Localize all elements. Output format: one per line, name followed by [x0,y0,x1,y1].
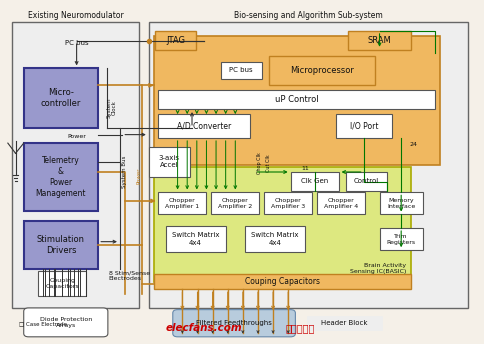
Text: 24: 24 [408,142,416,147]
Text: PC bus: PC bus [65,40,88,46]
Bar [290,172,338,191]
Bar [153,36,439,165]
Bar [345,172,386,191]
Bar [244,226,304,252]
Text: Switch Matrix
4x4: Switch Matrix 4x4 [251,233,298,246]
FancyBboxPatch shape [24,308,107,337]
Bar [264,192,312,214]
Text: 8 Stim/Sense
Electrodes: 8 Stim/Sense Electrodes [108,270,150,281]
Bar [158,192,206,214]
Bar [149,22,468,308]
Bar [220,62,261,78]
Text: A/D Converter: A/D Converter [177,122,231,131]
Bar [348,31,410,50]
Text: Chop Clk: Chop Clk [257,153,261,174]
Bar [24,221,98,269]
Text: Chopper
Amplifier 4: Chopper Amplifier 4 [323,198,358,209]
Text: Chopper
Amplifier 1: Chopper Amplifier 1 [165,198,199,209]
Text: Chopper
Amplifier 2: Chopper Amplifier 2 [218,198,252,209]
Text: Cut Clk: Cut Clk [266,155,271,172]
Bar [158,90,434,109]
Text: uP Control: uP Control [274,95,318,104]
Text: □ Case Electrode: □ Case Electrode [19,321,67,326]
Bar [153,167,410,282]
Bar [149,147,189,177]
Text: JTAG: JTAG [166,36,184,45]
Text: 11: 11 [301,166,308,171]
Text: Power: Power [67,134,86,139]
Text: Power: Power [136,167,141,184]
Bar [12,22,139,308]
Text: PC bus: PC bus [229,67,253,73]
Text: System
Clock: System Clock [106,97,117,118]
Text: 3-axis
Accel: 3-axis Accel [158,155,179,169]
Text: Control: Control [353,178,378,184]
Bar [379,228,422,250]
Bar [24,68,98,128]
Bar [335,114,391,138]
FancyBboxPatch shape [172,310,295,337]
Text: Couping Capacitors: Couping Capacitors [244,277,319,286]
Bar [153,274,410,289]
Text: Memory
Interface: Memory Interface [386,198,414,209]
Text: System Bus: System Bus [122,156,127,188]
Text: SRAM: SRAM [367,36,391,45]
Text: Chopper
Amplifier 3: Chopper Amplifier 3 [271,198,304,209]
Text: Bio-sensing and Algorithm Sub-system: Bio-sensing and Algorithm Sub-system [234,11,382,20]
Text: Header Block: Header Block [321,320,367,326]
Text: Diode Protection
Arrays: Diode Protection Arrays [40,317,92,328]
Bar [24,143,98,211]
Bar [211,192,259,214]
Text: Filtered Feedthroughs: Filtered Feedthroughs [196,320,272,326]
Text: Trim
Registers: Trim Registers [386,234,415,245]
Text: Stimulation
Drivers: Stimulation Drivers [37,235,85,255]
Text: Microprocessor: Microprocessor [289,66,353,75]
Text: Brain Activity
Sensing IC(BASIC): Brain Activity Sensing IC(BASIC) [349,263,405,274]
Text: elecfans.com: elecfans.com [166,323,242,333]
Text: Switch Matrix
4x4: Switch Matrix 4x4 [171,233,219,246]
Text: Telemetry
&
Power
Management: Telemetry & Power Management [36,157,86,198]
Bar [155,31,196,50]
Bar [307,316,381,330]
Bar [165,226,225,252]
Text: Existing Neuromodulator: Existing Neuromodulator [28,11,123,20]
Bar [158,114,249,138]
Bar [317,192,364,214]
Bar [38,270,86,296]
Text: Clk Gen: Clk Gen [301,178,328,184]
Text: 电子发烧友: 电子发烧友 [285,323,314,333]
Bar [269,56,374,85]
Bar [379,192,422,214]
Text: Couping
Capacitors: Couping Capacitors [45,278,79,289]
Text: Micro-
controller: Micro- controller [41,88,81,108]
Text: I/O Port: I/O Port [349,122,378,131]
